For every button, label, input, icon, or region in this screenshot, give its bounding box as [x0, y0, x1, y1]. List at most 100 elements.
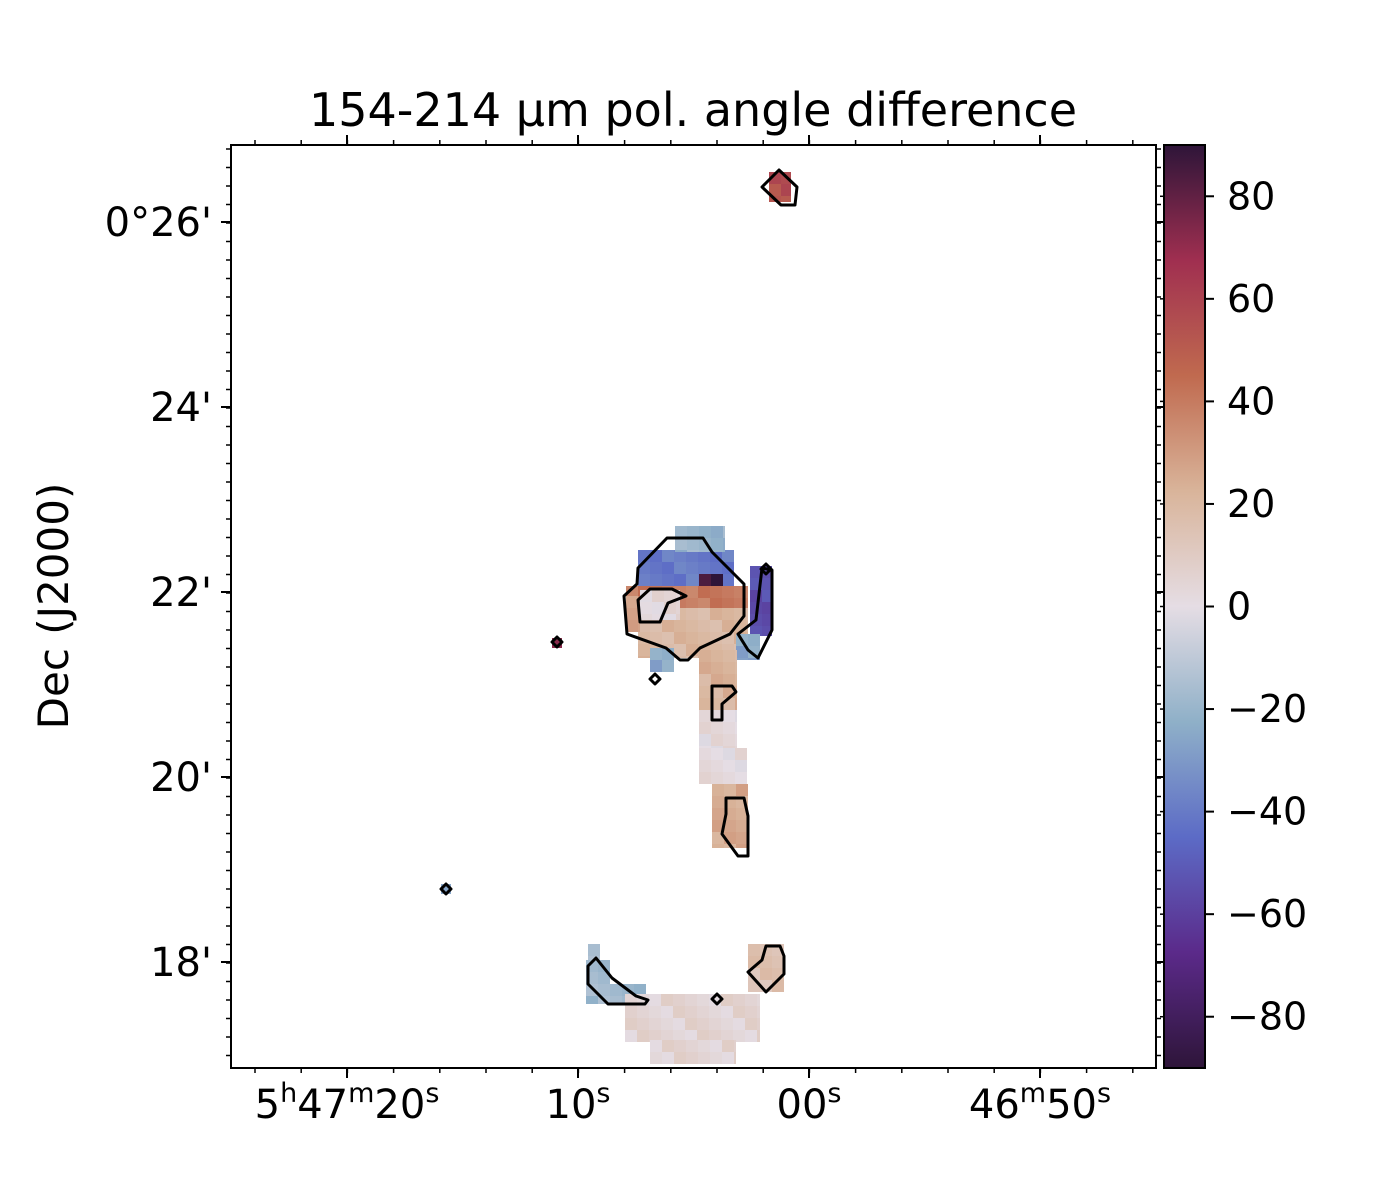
map-pixel — [710, 620, 722, 632]
map-pixel — [652, 602, 664, 614]
map-pixel — [686, 550, 698, 562]
map-pixel — [722, 1052, 734, 1064]
map-pixel — [711, 674, 723, 686]
map-pixel — [674, 620, 686, 632]
map-pixel — [711, 698, 723, 710]
contour-line — [759, 562, 773, 576]
contour-line — [720, 796, 750, 858]
map-pixel — [675, 538, 687, 550]
map-pixel — [723, 674, 735, 686]
map-pixel — [750, 626, 762, 636]
map-pixel — [757, 1006, 760, 1018]
plot-frame — [230, 144, 1157, 1069]
map-pixel — [722, 586, 734, 598]
map-pixel — [772, 956, 784, 968]
map-pixel — [722, 598, 734, 608]
map-pixel — [733, 1006, 745, 1018]
map-pixel — [674, 562, 686, 574]
y-tick-label: 24' — [150, 385, 212, 431]
map-pixel — [699, 550, 711, 552]
map-pixel — [760, 968, 772, 980]
map-pixel — [733, 1030, 745, 1042]
map-pixel — [736, 646, 748, 658]
map-pixel — [649, 1030, 661, 1042]
map-pixel — [638, 656, 650, 658]
map-pixel — [711, 748, 723, 760]
map-pixel — [712, 808, 724, 820]
map-pixel — [652, 614, 664, 620]
map-pixel — [723, 662, 735, 674]
map-pixel — [685, 1018, 697, 1030]
map-pixel — [722, 608, 734, 620]
map-pixel — [699, 526, 711, 538]
map-pixel — [745, 994, 757, 1006]
contour-line — [550, 635, 564, 649]
contour-line — [439, 882, 453, 896]
map-pixel — [762, 590, 772, 602]
map-pixel — [649, 1018, 661, 1030]
map-pixel — [769, 184, 781, 196]
map-pixel — [674, 632, 686, 644]
map-pixel — [762, 614, 772, 626]
map-pixel — [711, 662, 723, 674]
map-pixel — [686, 562, 698, 574]
chart-title: 154-214 μm pol. angle difference — [309, 83, 1077, 137]
map-pixel — [712, 844, 724, 848]
map-pixel — [710, 562, 722, 574]
map-pixel — [676, 614, 680, 620]
map-pixel — [649, 994, 661, 1006]
map-pixel — [735, 662, 737, 674]
map-pixel — [748, 634, 760, 646]
map-pixel — [699, 574, 711, 586]
map-pixel — [733, 994, 745, 1006]
map-pixel — [673, 994, 685, 1006]
map-pixel — [697, 1018, 709, 1030]
map-pixel — [735, 650, 737, 662]
map-pixel — [734, 1052, 736, 1064]
map-pixel — [736, 820, 748, 832]
map-pixel — [723, 748, 735, 760]
map-pixel — [626, 620, 638, 632]
map-pixel — [710, 1052, 722, 1064]
map-pixel — [734, 1040, 736, 1052]
map-pixel — [586, 996, 598, 1004]
map-pixel — [661, 994, 673, 1006]
map-pixel — [674, 656, 686, 658]
map-pixel — [722, 1040, 734, 1052]
map-pixel — [721, 1030, 733, 1042]
map-pixel — [673, 1018, 685, 1030]
map-pixel — [735, 674, 737, 686]
map-pixel — [661, 1006, 673, 1018]
map-pixel — [698, 598, 710, 608]
map-pixel — [699, 734, 711, 746]
map-pixel — [634, 984, 646, 996]
map-pixel — [640, 590, 652, 602]
contour-line — [636, 587, 688, 624]
map-pixel — [748, 944, 760, 956]
map-pixel — [723, 722, 735, 734]
map-pixel — [723, 538, 725, 550]
map-pixel — [687, 526, 699, 538]
map-pixel — [662, 632, 674, 644]
map-pixel — [686, 620, 698, 632]
contour-line — [736, 566, 774, 660]
map-pixel — [697, 1030, 709, 1042]
map-pixel — [640, 602, 652, 614]
map-pixel — [638, 644, 650, 656]
map-pixel — [733, 1018, 745, 1030]
map-pixel — [661, 1030, 673, 1042]
map-pixel — [698, 550, 710, 562]
map-pixel — [698, 1040, 710, 1052]
contour-line — [710, 684, 738, 722]
map-pixel — [736, 844, 748, 848]
map-pixel — [762, 578, 772, 590]
map-pixel — [735, 698, 737, 710]
map-pixel — [781, 184, 791, 196]
map-pixel — [736, 784, 748, 796]
map-pixel — [610, 996, 622, 1004]
contour-line — [648, 672, 662, 686]
map-pixel — [711, 760, 723, 772]
map-pixel — [721, 1018, 733, 1030]
map-pixel — [675, 550, 687, 552]
